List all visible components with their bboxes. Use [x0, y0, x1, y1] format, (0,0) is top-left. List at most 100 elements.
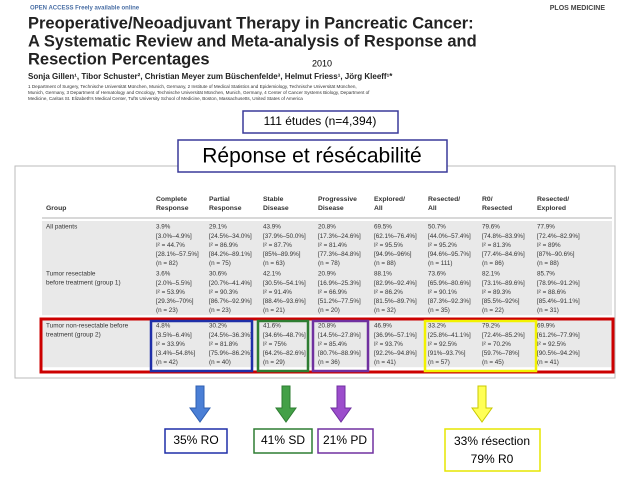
open-access: OPEN ACCESS Freely available online — [30, 6, 140, 12]
cell-line: (n = 88) — [374, 260, 396, 267]
cell-line: (n = 40) — [209, 359, 231, 366]
cell-line: [87.3%–92.3%] — [428, 298, 471, 305]
cell-line: [36.9%–57.1%] — [374, 332, 417, 339]
cell-line: I² = 81.8% — [209, 341, 238, 348]
cell-line: [72.4%–85.2%] — [482, 332, 525, 339]
column-header: Group — [46, 205, 66, 212]
summary-box — [444, 428, 541, 472]
cell-line: I² = 90.1% — [428, 289, 457, 296]
cell-line: 3.9% — [156, 224, 171, 231]
cell-line: [14.5%–27.8%] — [318, 332, 361, 339]
cell-line: [64.2%–82.6%] — [263, 350, 306, 357]
column-header: R0/ — [482, 196, 493, 203]
cell-line: I² = 53.9% — [156, 289, 185, 296]
summary-box — [253, 428, 313, 454]
cell-line: I² = 70.2% — [482, 341, 511, 348]
column-header: Resected — [482, 205, 512, 212]
cell-line: [24.5%–34.0%] — [209, 233, 252, 240]
cell-line: I² = 87.7% — [263, 242, 292, 249]
cell-line: 41.6% — [263, 323, 281, 330]
title-line: Resection Percentages — [28, 50, 210, 68]
column-header: Explored — [537, 205, 566, 212]
cell-line: 4.8% — [156, 323, 171, 330]
cell-line: (n = 23) — [209, 307, 231, 314]
cell-line: 69.5% — [374, 224, 392, 231]
row-label: Tumor non-resectable before — [46, 323, 129, 330]
cell-line: [82.9%–92.4%] — [374, 280, 417, 287]
cell-line: [3.0%–4.9%] — [156, 233, 192, 240]
column-header: Disease — [263, 205, 289, 212]
cell-line: 42.1% — [263, 271, 281, 278]
cell-line: [84.2%–89.1%] — [209, 251, 252, 258]
cell-line: (n = 29) — [263, 359, 285, 366]
cell-line: [34.6%–48.7%] — [263, 332, 306, 339]
summary-stable: 41% SD — [261, 433, 305, 447]
cell-line: I² = 81.4% — [318, 242, 347, 249]
cell-line: [91%–93.7%] — [428, 350, 466, 357]
column-header: Explored/ — [374, 196, 405, 203]
summary-progressive: 21% PD — [323, 433, 367, 447]
column-header: Complete — [156, 196, 187, 203]
cell-line: (n = 86) — [482, 260, 504, 267]
cell-line: [88.4%–93.6%] — [263, 298, 306, 305]
cell-line: 33.2% — [428, 323, 446, 330]
affiliation-line: 1 Department of Surgery, Technische Univ… — [28, 84, 357, 89]
journal: PLOS MEDICINE — [550, 5, 606, 12]
summary-box — [317, 428, 374, 454]
summary-box — [164, 428, 228, 454]
row-background — [42, 268, 612, 316]
studies: 111 études (n=4,394) — [264, 114, 377, 128]
cell-line: (n = 75) — [209, 260, 231, 267]
column-header: Disease — [318, 205, 344, 212]
cell-line: 79.6% — [482, 224, 500, 231]
row-label: All patients — [46, 224, 77, 231]
cell-line: (n = 31) — [537, 307, 559, 314]
cell-line: [86.7%–92.9%] — [209, 298, 252, 305]
cell-line: 85.7% — [537, 271, 555, 278]
cell-line: 50.7% — [428, 224, 446, 231]
cell-line: (n = 21) — [263, 307, 285, 314]
cell-line: [74.8%–83.9%] — [482, 233, 525, 240]
cell-line: I² = 91.4% — [263, 289, 292, 296]
cell-line: (n = 32) — [374, 307, 396, 314]
response-highlight — [149, 319, 254, 373]
arrow — [189, 385, 211, 423]
cell-line: [30.5%–54.1%] — [263, 280, 306, 287]
cell-line: I² = 92.5% — [537, 341, 566, 348]
cell-line: I² = 44.7% — [156, 242, 185, 249]
arrow — [275, 385, 297, 423]
cell-line: [85.5%–92%] — [482, 298, 520, 305]
row-background — [42, 221, 612, 269]
column-header: All — [374, 205, 383, 212]
column-header: Response — [209, 205, 242, 212]
row-label: before treatment (group 1) — [46, 280, 121, 287]
row-background — [42, 320, 612, 368]
cell-line: 30.6% — [209, 271, 227, 278]
cell-line: (n = 41) — [374, 359, 396, 366]
cell-line: 73.6% — [428, 271, 446, 278]
column-header: All — [428, 205, 437, 212]
cell-line: (n = 22) — [482, 307, 504, 314]
cell-line: [85.4%–91.1%] — [537, 298, 580, 305]
cell-line: [80.7%–88.9%] — [318, 350, 361, 357]
cell-line: I² = 88.6% — [537, 289, 566, 296]
cell-line: I² = 89% — [537, 242, 561, 249]
cell-line: (n = 42) — [156, 359, 178, 366]
column-header: Progressive — [318, 196, 357, 203]
title-line: Preoperative/Neoadjuvant Therapy in Panc… — [28, 14, 474, 32]
studies-box — [242, 110, 399, 134]
table: Group Complete Response Partial Response Stab… — [42, 196, 612, 369]
cell-line: [78.9%–91.2%] — [537, 280, 580, 287]
cell-line: [81.5%–89.7%] — [374, 298, 417, 305]
column-header: Resected/ — [537, 196, 569, 203]
cell-line: 46.9% — [374, 323, 392, 330]
cell-line: (n = 20) — [318, 307, 340, 314]
cell-line: I² = 81.3% — [482, 242, 511, 249]
column-header: Resected/ — [428, 196, 460, 203]
row-label: Tumor resectable — [46, 271, 96, 278]
cell-line: 20.9% — [318, 271, 336, 278]
summary-response: 35% RO — [173, 433, 218, 447]
cell-line: I² = 92.5% — [428, 341, 457, 348]
cell-line: 77.9% — [537, 224, 555, 231]
